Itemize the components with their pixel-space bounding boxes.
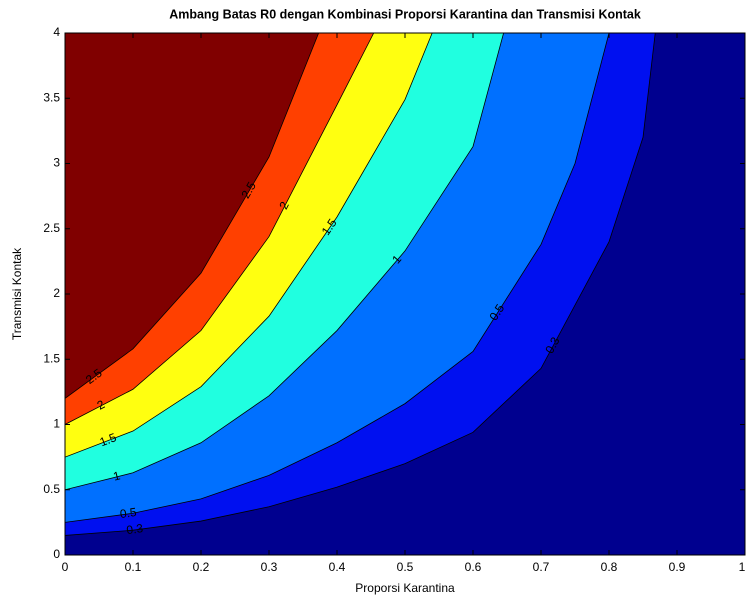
y-tick-label: 0: [53, 547, 60, 561]
x-tick-label: 0.6: [465, 560, 482, 574]
x-tick-label: 1: [739, 560, 746, 574]
contour-line: [65, 33, 320, 399]
contour-label: 1.5: [98, 430, 119, 449]
x-tick-label: 0.2: [193, 560, 210, 574]
y-tick-label: 1.5: [43, 351, 60, 365]
y-tick-label: 1: [53, 417, 60, 431]
contour-line: [65, 33, 375, 425]
x-tick-label: 0.4: [329, 560, 346, 574]
contour-line: [65, 33, 504, 491]
contour-line: [65, 33, 433, 458]
y-tick-label: 0.5: [43, 482, 60, 496]
contour-label: 1: [112, 468, 122, 483]
y-axis-label: Transmisi Kontak: [10, 247, 24, 340]
x-tick-label: 0.7: [533, 560, 550, 574]
y-tick-label: 2: [53, 286, 60, 300]
y-tick-label: 2.5: [43, 221, 60, 235]
y-tick-label: 3: [53, 156, 60, 170]
x-axis-label: Proporsi Karantina: [355, 581, 455, 595]
x-tick-label: 0.3: [261, 560, 278, 574]
chart-title: Ambang Batas R0 dengan Kombinasi Propors…: [169, 7, 641, 21]
x-tick-label: 0.9: [669, 560, 686, 574]
y-tick-label: 3.5: [43, 90, 60, 104]
x-tick-label: 0.1: [125, 560, 142, 574]
y-tick-label: 4: [53, 25, 60, 39]
band-fill: [65, 33, 319, 399]
x-tick-label: 0: [62, 560, 69, 574]
contour-line: [65, 33, 656, 536]
contour-label: 0.3: [126, 521, 145, 537]
contour-label: 0.5: [119, 505, 138, 521]
contour-line: [65, 33, 610, 523]
x-tick-label: 0.8: [601, 560, 618, 574]
x-tick-label: 0.5: [397, 560, 414, 574]
